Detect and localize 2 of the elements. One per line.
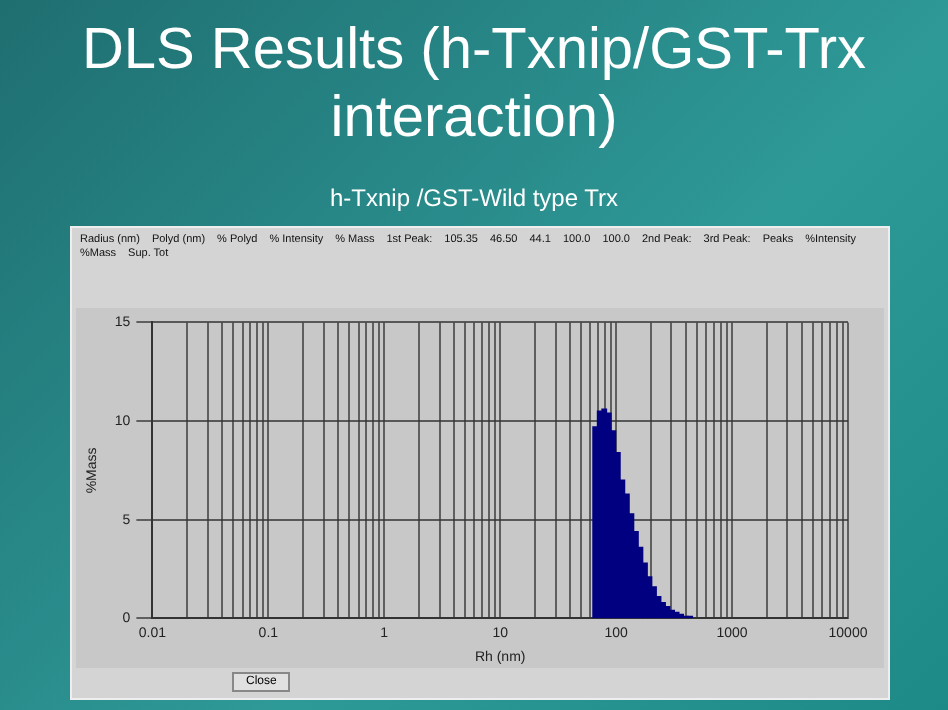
chart-title: DLS Results (h-Txnip/GST-Trx interaction)	[79, 16, 869, 152]
chart-subtitle: h-Txnip /GST-Wild type Trx	[327, 184, 621, 212]
